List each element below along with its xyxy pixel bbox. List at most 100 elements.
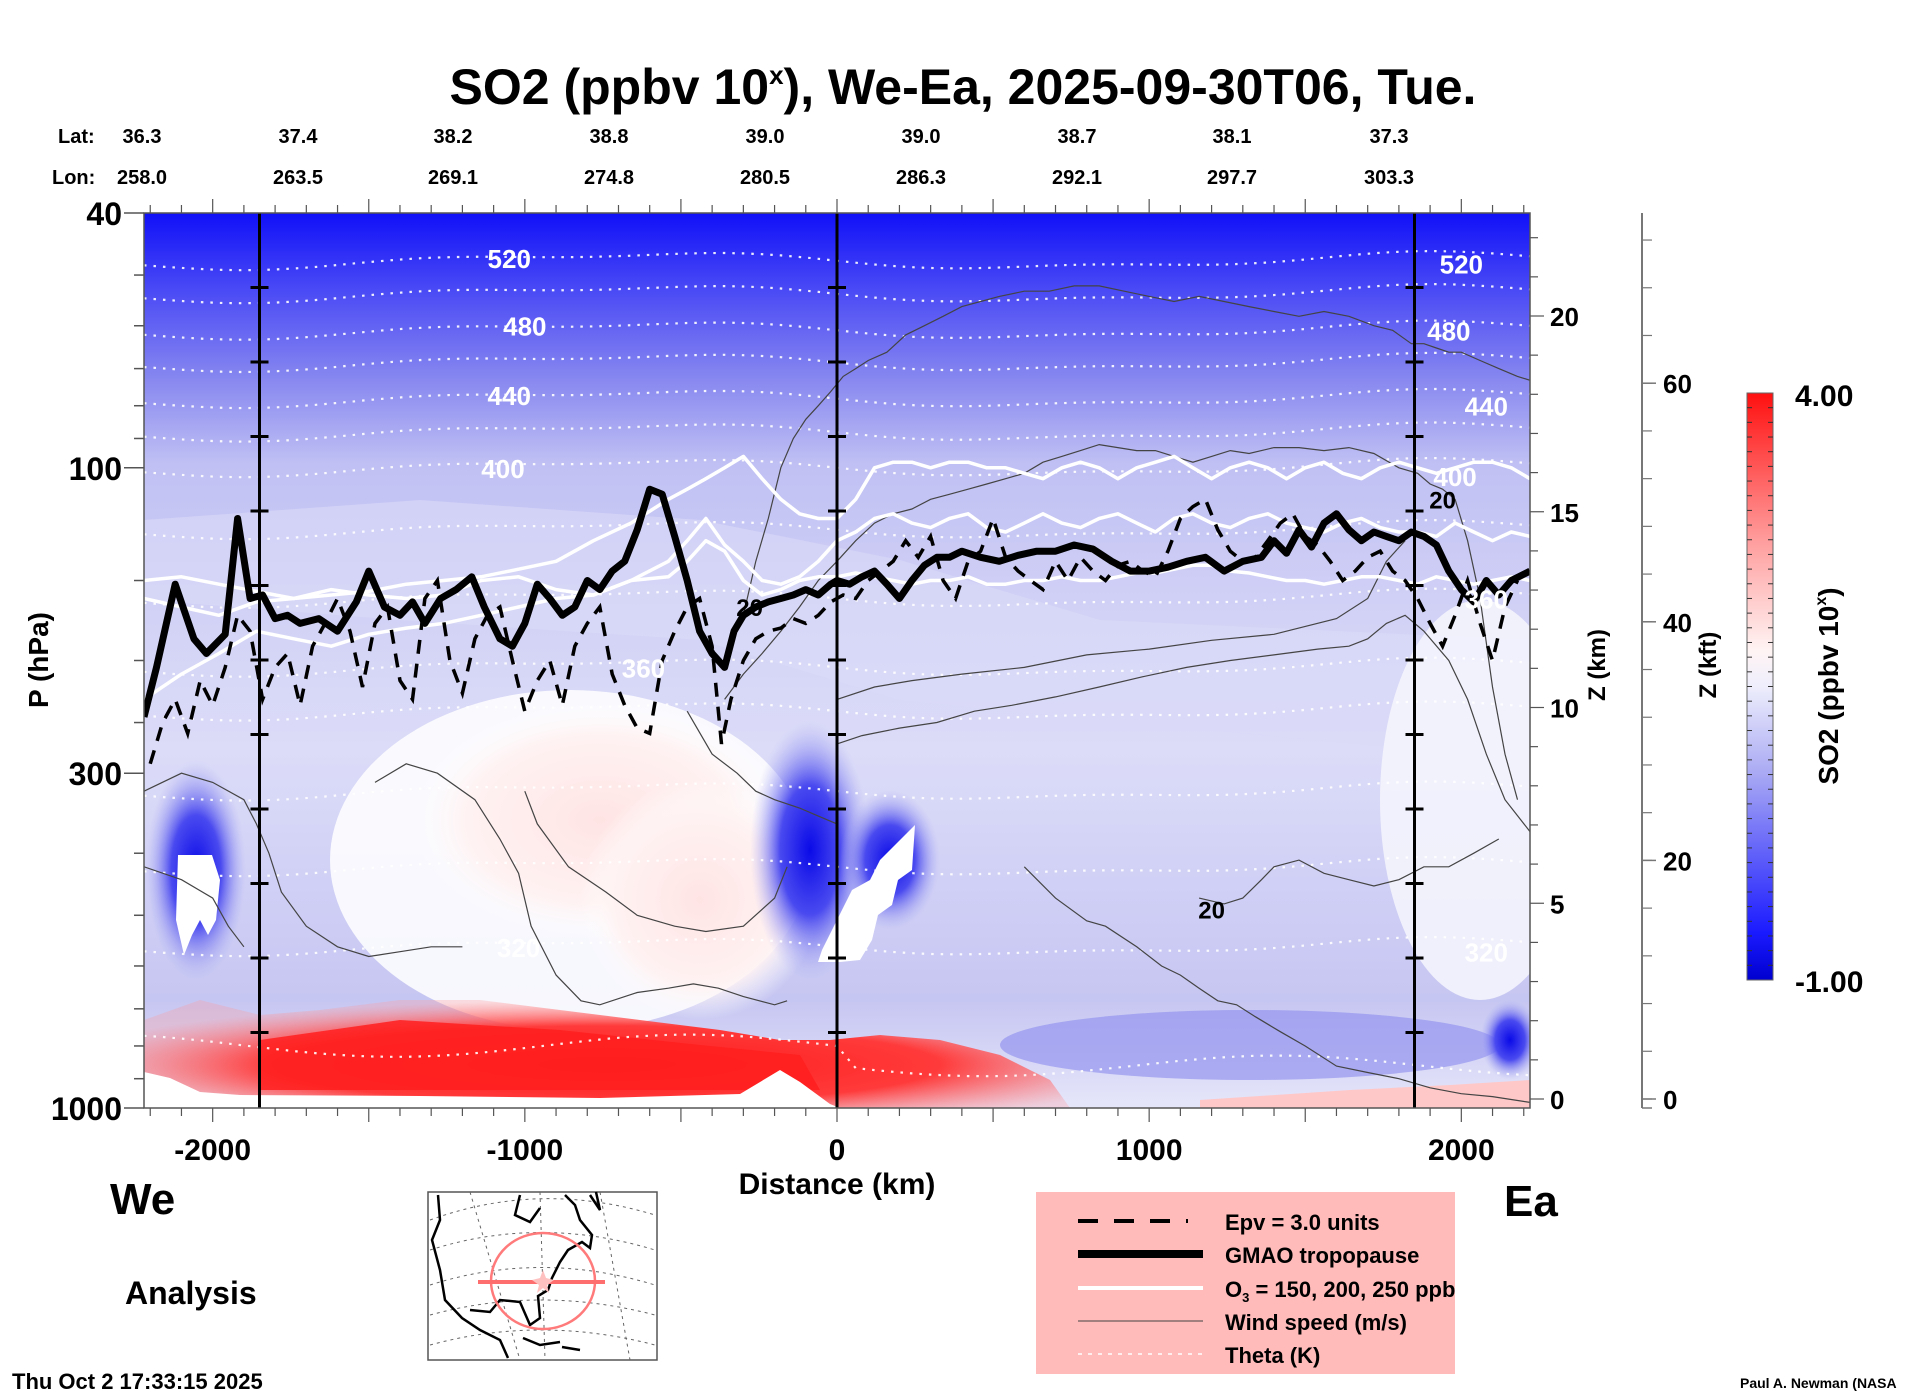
chart-title: SO2 (ppbv 10x), We-Ea, 2025-09-30T06, Tu… — [450, 59, 1477, 115]
series-o3-250-ppb — [144, 454, 1530, 601]
lat-value: 38.2 — [434, 126, 473, 148]
theta-label: 400 — [481, 454, 524, 484]
legend-label-wind: Wind speed (m/s) — [1225, 1310, 1407, 1335]
y-tick-label: 1000 — [51, 1091, 122, 1127]
z-km-tick-label: 0 — [1550, 1085, 1564, 1115]
legend-label-theta: Theta (K) — [1225, 1343, 1320, 1368]
so2-negative-band-lower-right — [1000, 1010, 1500, 1080]
wind-contour — [524, 790, 788, 933]
lon-value: 263.5 — [273, 167, 323, 189]
colorbar-title: SO2 (ppbv 10x) — [1813, 587, 1844, 784]
wind-contour — [1023, 866, 1530, 1103]
theta-label: 360 — [1465, 584, 1508, 614]
x-tick-label: -1000 — [486, 1134, 563, 1167]
wind-contour — [144, 866, 245, 948]
so2-near-zero-region-right — [1380, 600, 1530, 1000]
colorbar-max-label: 4.00 — [1795, 380, 1853, 413]
contour-labels: 520 520 480 480 440 440 400 400 360 360 320 320 20 20… — [481, 244, 1508, 968]
lon-value: 303.3 — [1364, 167, 1414, 189]
lat-label: Lat: — [58, 126, 95, 148]
z-kft-tick-label: 60 — [1663, 369, 1692, 399]
inset-map — [427, 1191, 658, 1361]
theta-label: 360 — [622, 653, 665, 683]
wind-contour — [374, 763, 788, 1006]
z-km-tick-label: 10 — [1550, 694, 1579, 724]
pink-surface-right — [1200, 1080, 1530, 1108]
theta-label: 400 — [1433, 462, 1476, 492]
timestamp: Thu Oct 2 17:33:15 2025 — [12, 1369, 263, 1394]
z-kft-tick-label: 0 — [1663, 1085, 1677, 1115]
lat-value: 39.0 — [902, 126, 941, 148]
x-tick-label: 2000 — [1428, 1134, 1495, 1167]
east-label: Ea — [1504, 1177, 1558, 1226]
wind-contour — [836, 614, 1530, 832]
lon-value: 280.5 — [740, 167, 790, 189]
z-kft-tick-label: 20 — [1663, 846, 1692, 876]
lat-value: 38.7 — [1058, 126, 1097, 148]
wind-contour — [144, 772, 463, 958]
colorbar-min-label: -1.00 — [1795, 966, 1863, 999]
z-km-tick-label: 15 — [1550, 498, 1579, 528]
lat-value: 38.8 — [590, 126, 629, 148]
wind-contour — [686, 710, 838, 825]
lat-lon-header: Lat: Lon: 36.3 37.4 38.2 38.8 39.0 39.0 38.7 38.1… — [52, 126, 1414, 189]
series-epv-3-0-units — [148, 496, 1520, 765]
theta-label: 440 — [488, 381, 531, 411]
x-tick-label: 0 — [829, 1134, 846, 1167]
lat-value: 39.0 — [746, 126, 785, 148]
z-km-tick-label: 5 — [1550, 889, 1564, 919]
legend: Epv = 3.0 units GMAO tropopause O3 = 150… — [1036, 1192, 1455, 1374]
so2-below-min-patch-left — [176, 855, 220, 955]
so2-below-min-patch-center — [818, 825, 915, 962]
axes: -2000 -1000 0 1000 2000 40 100 300 1000 0 5 10 15 20 — [51, 196, 1579, 1167]
lon-value: 286.3 — [896, 167, 946, 189]
y-tick-label: 300 — [69, 756, 122, 792]
lon-value: 258.0 — [117, 167, 167, 189]
theta-label: 520 — [1440, 250, 1483, 280]
x-axis-title: Distance (km) — [739, 1168, 936, 1201]
x-tick-label: 1000 — [1116, 1134, 1183, 1167]
wind-contour — [836, 540, 1406, 700]
tropopause-line — [144, 485, 1530, 718]
legend-label-tropopause: GMAO tropopause — [1225, 1243, 1419, 1268]
wind-label: 20 — [1429, 487, 1456, 514]
z-km-tick-label: 20 — [1550, 302, 1579, 332]
theta-label: 440 — [1465, 392, 1508, 422]
inset-map-coastline — [430, 1191, 602, 1359]
colorbar: 4.00 -1.00 SO2 (ppbv 10x) — [1746, 380, 1863, 999]
plot-area: 520 520 480 480 440 440 400 400 360 360 320 320 20 20… — [144, 213, 1530, 1108]
y-tick-label: 40 — [86, 196, 122, 232]
surface-mask — [144, 1070, 840, 1108]
inset-map-center-star-icon — [532, 1270, 554, 1293]
lon-value: 269.1 — [428, 167, 478, 189]
so2-negative-blob-right — [1480, 1000, 1530, 1080]
legend-label-ozone: O3 = 150, 200, 250 ppb — [1225, 1277, 1455, 1305]
wind-label: 20 — [1198, 898, 1225, 925]
analysis-label: Analysis — [125, 1275, 257, 1311]
y-axis-title: P (hPa) — [23, 612, 54, 708]
theta-label: 520 — [488, 244, 531, 274]
lat-value: 37.3 — [1370, 126, 1409, 148]
x-tick-label: -2000 — [174, 1134, 251, 1167]
z-kft-axis-title: Z (kft) — [1695, 632, 1722, 699]
vertical-markers — [250, 213, 1424, 1108]
series-wind-speed-m-s-20-contour-lower — [724, 443, 1519, 800]
series-gmao-tropopause — [144, 485, 1530, 718]
legend-box — [1036, 1192, 1455, 1374]
lat-value: 37.4 — [279, 126, 319, 148]
series-wind-speed-m-s-20-contour-upper — [742, 285, 1530, 616]
theta-label: 480 — [1427, 316, 1470, 346]
theta-label: 320 — [497, 933, 540, 963]
lon-value: 292.1 — [1052, 167, 1102, 189]
lat-value: 36.3 — [123, 126, 162, 148]
z-km-axis-title: Z (km) — [1584, 629, 1611, 701]
lon-value: 274.8 — [584, 167, 634, 189]
lat-value: 38.1 — [1213, 126, 1252, 148]
z-kft-axis: 0 20 40 60 — [1641, 213, 1692, 1115]
z-kft-tick-label: 40 — [1663, 608, 1692, 638]
so2-high-core — [260, 1020, 820, 1090]
wind-label: 20 — [736, 595, 763, 622]
wind-speed-contours — [144, 285, 1530, 1103]
theta-label: 480 — [503, 312, 546, 342]
